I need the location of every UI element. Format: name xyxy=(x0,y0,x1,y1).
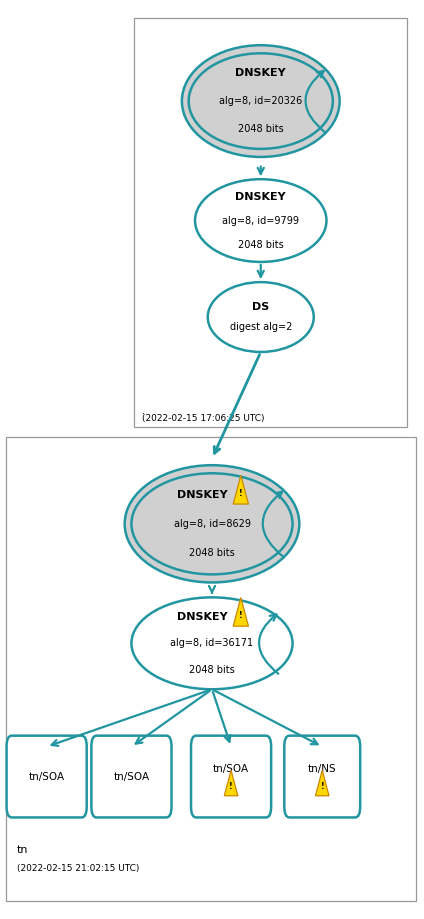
Text: digest alg=2: digest alg=2 xyxy=(229,323,292,332)
Ellipse shape xyxy=(125,465,299,583)
FancyBboxPatch shape xyxy=(134,18,407,427)
Text: DNSKEY: DNSKEY xyxy=(235,191,286,201)
Polygon shape xyxy=(233,475,248,504)
Text: alg=8, id=36171: alg=8, id=36171 xyxy=(170,639,254,648)
Text: alg=8, id=20326: alg=8, id=20326 xyxy=(219,96,302,106)
FancyArrowPatch shape xyxy=(263,492,284,558)
Ellipse shape xyxy=(195,179,326,262)
Text: !: ! xyxy=(229,781,233,790)
Ellipse shape xyxy=(208,282,314,352)
FancyBboxPatch shape xyxy=(6,735,86,818)
Text: DNSKEY: DNSKEY xyxy=(177,612,228,621)
FancyArrowPatch shape xyxy=(306,71,326,133)
FancyBboxPatch shape xyxy=(191,735,271,818)
Text: 2048 bits: 2048 bits xyxy=(238,124,284,134)
Ellipse shape xyxy=(131,473,293,574)
Text: tn/SOA: tn/SOA xyxy=(28,772,65,781)
Ellipse shape xyxy=(189,53,333,149)
Text: tn/SOA: tn/SOA xyxy=(213,765,249,775)
Text: 2048 bits: 2048 bits xyxy=(189,548,235,558)
Polygon shape xyxy=(224,770,238,796)
Text: !: ! xyxy=(321,781,324,790)
Text: 2048 bits: 2048 bits xyxy=(189,665,235,675)
Text: DS: DS xyxy=(252,302,269,312)
FancyBboxPatch shape xyxy=(284,735,360,818)
Text: tn/SOA: tn/SOA xyxy=(113,772,150,781)
Text: tn: tn xyxy=(17,845,28,855)
Text: alg=8, id=8629: alg=8, id=8629 xyxy=(173,519,251,528)
Text: !: ! xyxy=(239,489,243,497)
FancyBboxPatch shape xyxy=(91,735,171,818)
FancyArrowPatch shape xyxy=(259,615,278,674)
Text: DNSKEY: DNSKEY xyxy=(177,490,228,500)
Polygon shape xyxy=(315,770,329,796)
Text: (2022-02-15 21:02:15 UTC): (2022-02-15 21:02:15 UTC) xyxy=(17,864,139,873)
Ellipse shape xyxy=(131,597,293,689)
Text: .: . xyxy=(142,406,145,416)
Text: alg=8, id=9799: alg=8, id=9799 xyxy=(222,216,299,225)
Ellipse shape xyxy=(182,45,340,157)
Text: (2022-02-15 17:06:25 UTC): (2022-02-15 17:06:25 UTC) xyxy=(142,414,265,423)
Text: !: ! xyxy=(239,611,243,619)
Polygon shape xyxy=(233,597,248,626)
FancyBboxPatch shape xyxy=(6,437,416,901)
Text: DNSKEY: DNSKEY xyxy=(235,68,286,78)
Text: tn/NS: tn/NS xyxy=(308,765,337,775)
Text: 2048 bits: 2048 bits xyxy=(238,240,284,250)
